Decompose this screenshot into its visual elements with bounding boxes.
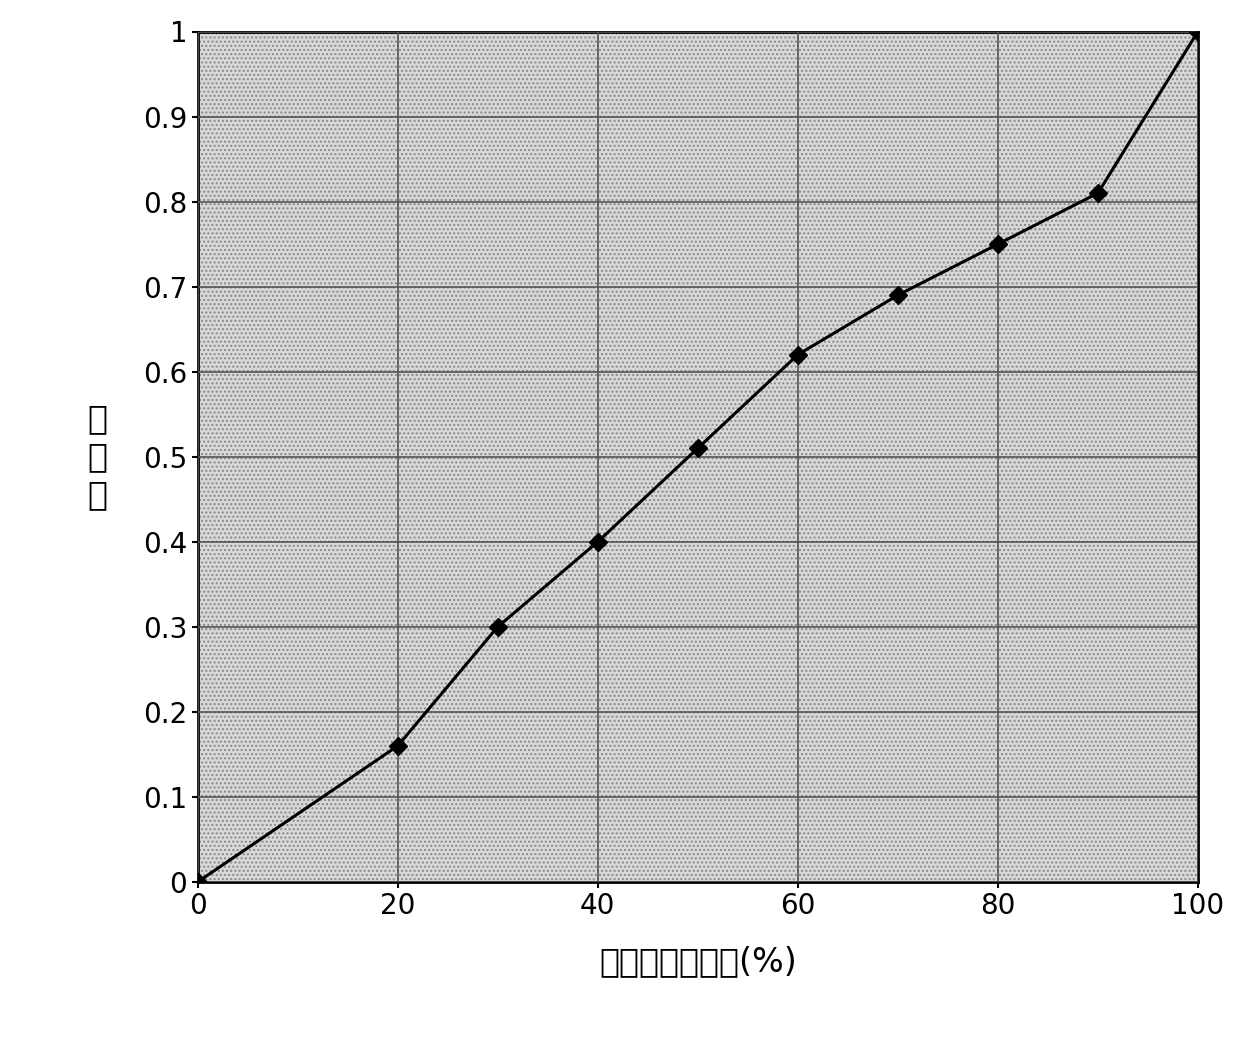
X-axis label: 罟基磷灰石含量(%): 罟基磷灰石含量(%) — [599, 945, 797, 979]
Y-axis label: 峰
强
比: 峰 强 比 — [88, 402, 107, 511]
